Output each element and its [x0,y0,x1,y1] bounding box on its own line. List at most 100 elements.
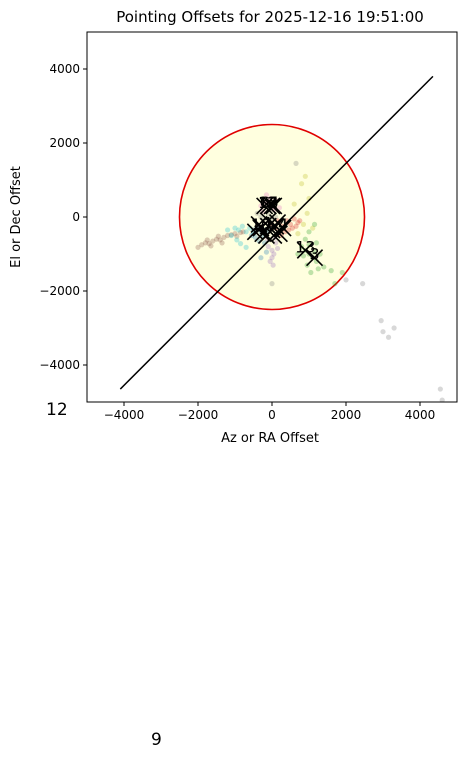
offset-marker-12 [259,197,277,215]
x-axis-label: Az or RA Offset [221,431,319,446]
scatter-point [237,241,244,247]
scatter-point [228,232,234,239]
scatter-point [439,397,445,402]
offset-marker-4 [274,219,292,237]
marker-stroke [265,197,283,215]
scatter-point [311,221,318,227]
scatter-point [199,242,205,248]
scatter-point [195,244,201,250]
marker-label: 3 [309,245,319,264]
offset-marker-3 [305,249,324,267]
scatter-point [204,237,210,243]
marker-stroke [274,219,292,237]
scatter-point [208,243,214,249]
scatter-point [299,181,305,187]
scatter-point [295,219,301,226]
scatter-point [243,229,249,235]
x-tick-label: −4000 [104,408,145,422]
x-tick-label: −2000 [178,408,219,422]
marker-stroke [259,197,277,215]
scatter-point [380,329,386,335]
scatter-point [221,234,227,240]
scatter-point [273,240,279,246]
scatter-point [267,258,273,264]
scatter-point [243,244,249,250]
marker-stroke [270,225,288,243]
scatter-point [234,233,240,239]
scatter-point [291,216,297,222]
scatter-point [265,244,271,250]
scatter-point [385,334,392,340]
scatter-point [213,236,220,242]
scatter-point [297,218,303,224]
scatter-point [210,238,216,244]
scatter-point [239,223,245,229]
scatter-point [332,281,338,287]
y-axis-label: El or Dec Offset [9,166,24,268]
offset-marker [267,217,285,235]
scatter-point [269,255,275,261]
scatter-point [291,201,297,207]
marker-label: 4 [278,215,288,234]
offset-marker [254,225,272,243]
scatter-point [269,281,275,287]
marker-stroke [296,241,314,259]
scatter-point [202,240,208,246]
offset-marker-1 [259,217,277,235]
x-tick-label: 2000 [331,408,362,422]
scatter-point [360,281,366,287]
scatter-point [295,231,301,237]
marker-label: 13 [295,237,315,256]
scatter-point [263,249,270,255]
scatter-point [343,277,349,283]
scatter-point [215,233,221,239]
scatter-point [228,232,234,238]
scatter-point [271,251,277,257]
marker-stroke [250,215,268,233]
scatter-point [311,249,318,255]
scatter-point [232,231,238,237]
scatter-point [236,227,242,233]
scatter-point [304,210,310,216]
scatter-point [217,237,223,243]
offset-marker-13 [296,241,314,259]
offset-marker-10 [252,219,270,237]
y-tick-label: 0 [72,210,80,224]
offset-marker-2 [263,197,281,215]
y-tick-label: −4000 [39,358,80,372]
offset-marker-5 [265,197,283,215]
scatter-point [232,225,238,231]
marker-stroke [305,249,324,267]
scatter-point [225,232,231,239]
scatter-point [289,225,295,231]
scatter-point [306,229,312,235]
scatter-point [437,386,443,392]
chart-title: Pointing Offsets for 2025-12-16 19:51:00 [116,8,424,26]
marker-stroke [256,197,274,215]
scatter-point [206,241,212,247]
scatter-point [302,236,308,242]
scatter-point [391,325,397,331]
marker-stroke [252,219,270,237]
scatter-point [219,240,225,246]
y-tick-label: −2000 [39,284,80,298]
scatter-point [339,269,345,276]
scatter-point [258,255,264,261]
marker-stroke [267,217,285,235]
scatter-point [378,318,384,324]
marker-label: 1 [263,213,273,232]
scatter-point [270,262,276,268]
marker-stroke [259,217,277,235]
offset-marker-6 [256,197,274,215]
scatter-point [234,237,240,243]
x-tick-label: 0 [268,408,276,422]
scatter-point [300,221,307,227]
stray-label-2: 9 [151,730,162,750]
x-tick-label: 4000 [405,408,436,422]
marker-stroke [263,197,281,215]
stray-label-1: 12 [46,400,68,420]
scatter-point [293,223,299,229]
scatter-point [269,247,275,253]
marker-label: 2 [267,193,277,212]
